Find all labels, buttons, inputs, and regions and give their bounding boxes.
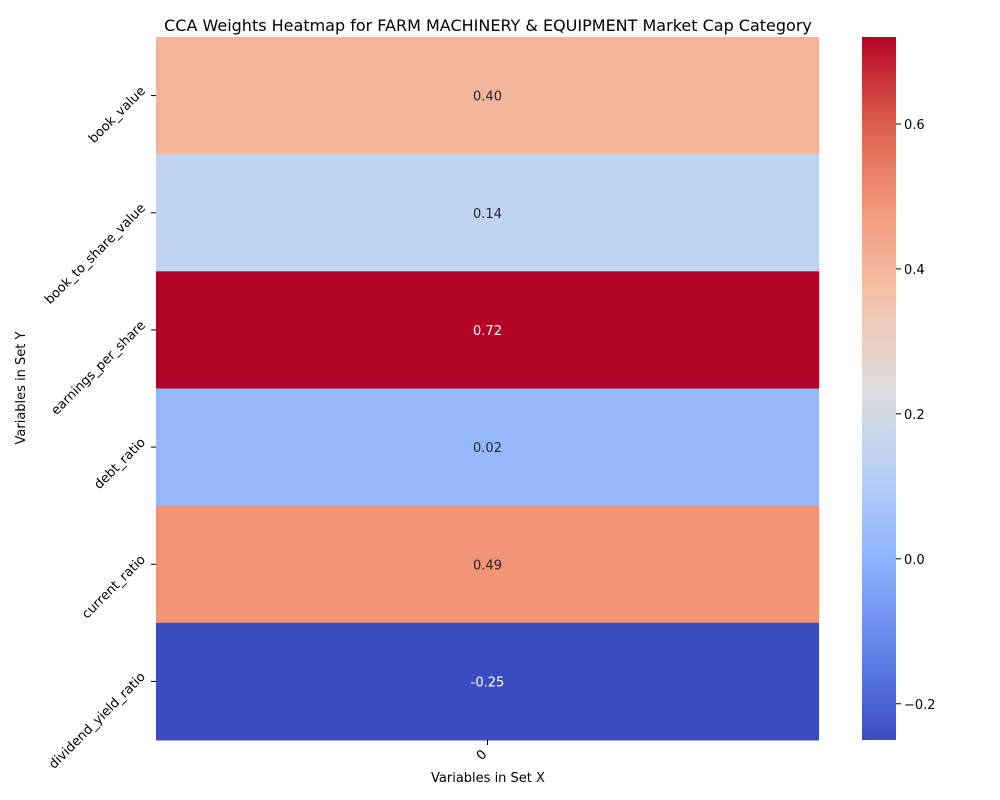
heatmap-cell	[156, 622, 819, 741]
heatmap-cell	[156, 388, 819, 507]
cell-value-label: -0.25	[471, 675, 505, 690]
y-axis-label: Variables in Set Y	[14, 331, 29, 444]
x-axis-label: Variables in Set X	[431, 771, 545, 786]
heatmap-cells: 0.40 0.14 0.72 0.02 0.49 -0.25	[156, 37, 819, 741]
cell-value-label: 0.02	[473, 441, 502, 456]
y-tick-labels: book_value book_to_share_valueearnings_pe…	[42, 84, 156, 772]
y-tick-label: book_to_share_value	[42, 201, 149, 308]
y-tick-label: book_value	[86, 84, 149, 147]
y-tick-label: earnings_per_share	[49, 318, 149, 418]
colorbar	[862, 37, 896, 740]
heatmap-cell	[156, 271, 819, 389]
colorbar-tick-label: 0.2	[904, 408, 925, 423]
heatmap-cell	[156, 37, 819, 155]
y-tick-label: current_ratio	[79, 552, 149, 622]
heatmap-cell	[156, 505, 819, 624]
y-tick-label: debt_ratio	[91, 435, 148, 492]
cell-value-label: 0.72	[473, 324, 502, 339]
colorbar-tick-label: −0.2	[904, 698, 936, 713]
chart-title: CCA Weights Heatmap for FARM MACHINERY &…	[164, 16, 812, 35]
heatmap-cell	[156, 154, 819, 272]
colorbar-ticks: −0.2 0.0 0.2 0.4 0.6	[896, 118, 936, 713]
x-tick-labels: 0	[474, 740, 490, 764]
colorbar-tick-label: 0.6	[904, 118, 925, 133]
x-tick-label: 0	[474, 747, 490, 763]
cell-value-label: 0.49	[473, 558, 502, 573]
cell-value-label: 0.40	[473, 90, 502, 105]
y-tick-label: dividend_yield_ratio	[46, 670, 149, 773]
colorbar-tick-label: 0.4	[904, 263, 925, 278]
colorbar-tick-label: 0.0	[904, 553, 925, 568]
cell-value-label: 0.14	[473, 207, 502, 222]
